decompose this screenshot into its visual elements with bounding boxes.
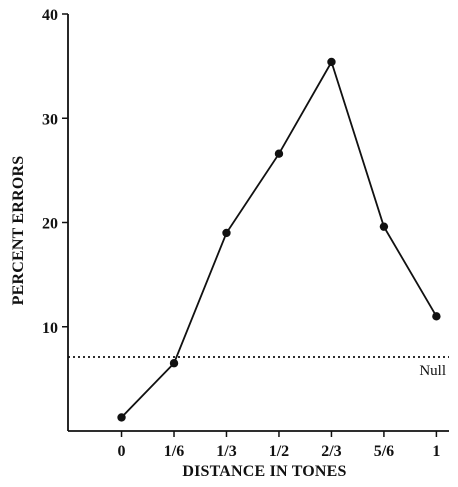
x-axis-title: DISTANCE IN TONES — [182, 463, 346, 480]
data-point — [327, 57, 336, 67]
axes — [67, 14, 449, 432]
ticks: 10 20 30 40 0 1/6 1/3 1/2 2/3 5/6 1 — [42, 7, 440, 460]
y-tick-label: 20 — [42, 216, 58, 233]
x-tick-label: 0 — [118, 443, 126, 460]
null-reference-label: Null — [419, 363, 446, 379]
x-tick-label: 1/6 — [164, 443, 184, 460]
data-point — [274, 149, 284, 158]
x-tick-label: 1/2 — [269, 443, 289, 460]
y-tick-label: 30 — [42, 111, 58, 128]
x-tick-label: 2/3 — [321, 443, 341, 460]
data-point — [117, 413, 126, 422]
x-tick-label: 5/6 — [374, 443, 394, 460]
series — [117, 57, 441, 422]
data-point — [432, 312, 441, 321]
x-tick-label: 1/3 — [216, 443, 236, 460]
x-tick-label: 1 — [432, 443, 440, 460]
y-tick-label: 40 — [42, 7, 58, 24]
data-point — [222, 228, 231, 238]
data-point — [169, 359, 179, 368]
y-tick-label: 10 — [42, 320, 58, 337]
data-point — [379, 222, 389, 231]
null-reference: Null — [68, 356, 449, 379]
series-line — [120, 59, 438, 419]
y-axis-title: PERCENT ERRORS — [10, 156, 27, 306]
